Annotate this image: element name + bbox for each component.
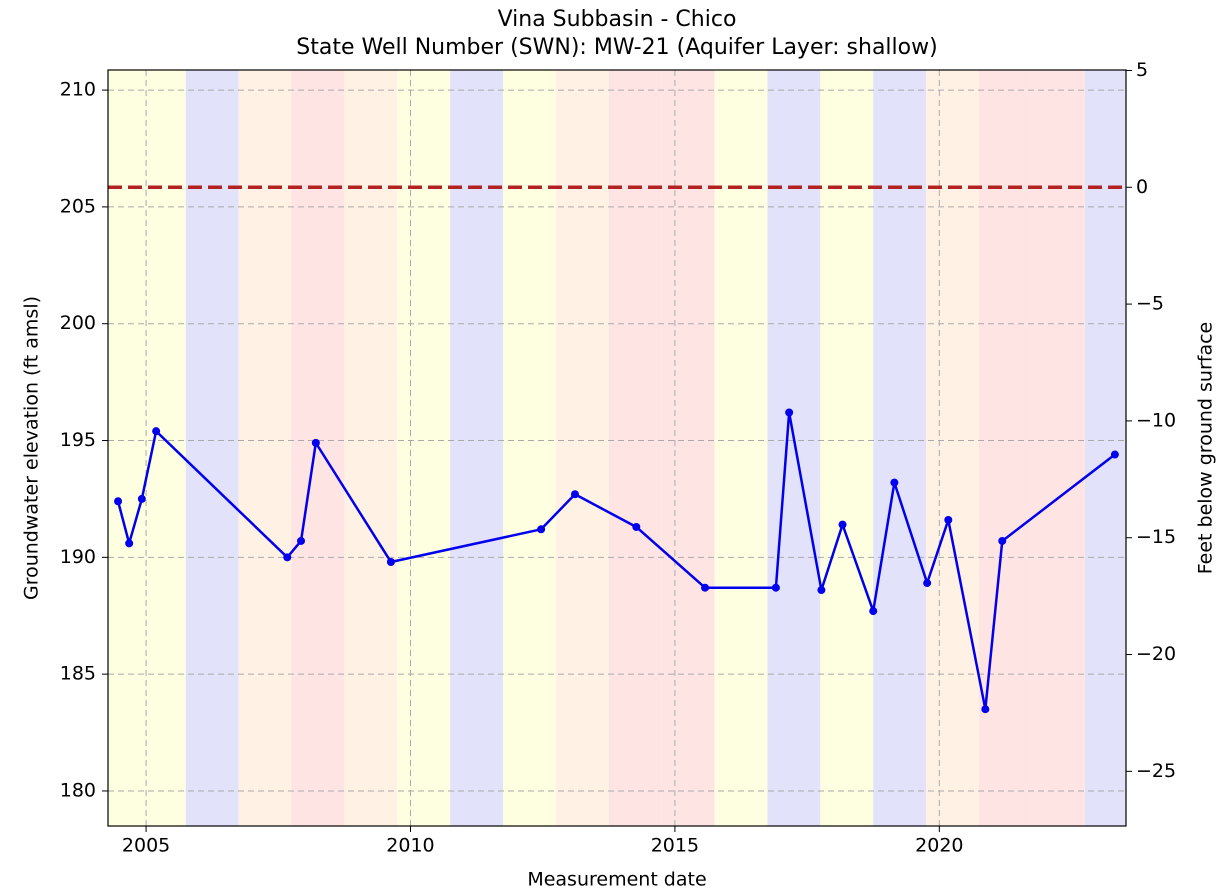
data-point [869, 607, 878, 616]
x-tick-label: 2020 [915, 835, 963, 857]
water-year-band [1031, 70, 1085, 826]
y2-tick-label: −15 [1136, 526, 1176, 548]
y2-tick-label: 0 [1136, 176, 1148, 198]
water-year-band [714, 70, 768, 826]
y-axis-label: Groundwater elevation (ft amsl) [21, 296, 43, 600]
y-tick-label: 205 [60, 195, 96, 217]
data-point [632, 522, 641, 531]
water-year-band [608, 70, 662, 826]
data-point [785, 408, 794, 417]
y-tick-label: 180 [60, 779, 96, 801]
y-tick-label: 195 [60, 429, 96, 451]
x-tick-label: 2010 [386, 835, 434, 857]
y-tick-label: 185 [60, 663, 96, 685]
data-point [817, 586, 826, 595]
water-year-band [185, 70, 239, 826]
data-point [771, 583, 780, 592]
grid [108, 70, 1126, 826]
data-point [1110, 450, 1119, 459]
y2-axis-label: Feet below ground surface [1195, 322, 1217, 574]
data-point [838, 520, 847, 529]
x-axis-label: Measurement date [527, 869, 706, 891]
water-year-band [397, 70, 451, 826]
x-tick-label: 2015 [651, 835, 699, 857]
bands [108, 70, 1126, 826]
chart-subtitle: State Well Number (SWN): MW-21 (Aquifer … [296, 35, 937, 60]
water-year-band [238, 70, 292, 826]
data-point [998, 536, 1007, 545]
axes: 180 185 190 195 200 205 210 2005 2010 2015 2020 −25… [60, 59, 1176, 857]
y-tick-label: 210 [60, 79, 96, 101]
water-year-band [1084, 70, 1126, 826]
data-point [944, 515, 953, 524]
y2-tick-label: −5 [1136, 293, 1164, 315]
y2-tick-label: −10 [1136, 409, 1176, 431]
data-point [297, 536, 306, 545]
data-point [386, 558, 395, 567]
water-year-band [344, 70, 398, 826]
data-point [923, 579, 932, 588]
data-point [311, 438, 320, 447]
data-point [152, 427, 161, 436]
plot-frame [107, 69, 1127, 827]
data-point [981, 705, 990, 714]
y-tick-label: 190 [60, 546, 96, 568]
data-point [137, 494, 146, 503]
water-year-band [767, 70, 821, 826]
data-point [570, 490, 579, 499]
data-point [537, 525, 546, 534]
y2-tick-label: −25 [1136, 760, 1176, 782]
water-year-band [661, 70, 715, 826]
data-point [114, 497, 123, 506]
data-point [701, 583, 710, 592]
water-year-band [820, 70, 874, 826]
y-tick-label: 200 [60, 312, 96, 334]
y2-tick-label: −20 [1136, 643, 1176, 665]
water-year-band [873, 70, 927, 826]
data-point [283, 553, 292, 562]
data-point [125, 539, 134, 548]
y2-tick-label: 5 [1136, 59, 1148, 81]
data-point [890, 478, 899, 487]
water-year-band [926, 70, 979, 826]
water-year-band [108, 70, 133, 826]
x-tick-label: 2005 [122, 835, 170, 857]
water-year-band [450, 70, 504, 826]
chart-title: Vina Subbasin - Chico [498, 7, 737, 32]
water-year-band [503, 70, 556, 826]
water-year-band [555, 70, 609, 826]
water-year-band [978, 70, 1032, 826]
marks [108, 185, 1126, 714]
water-year-band [132, 70, 186, 826]
